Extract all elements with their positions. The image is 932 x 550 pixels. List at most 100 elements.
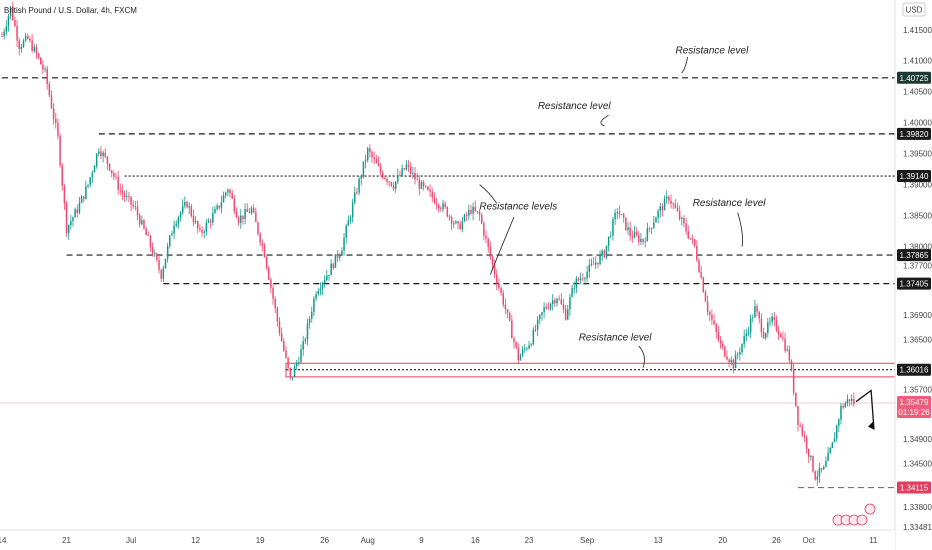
currency-button[interactable]: USD	[902, 2, 926, 17]
candle-body	[644, 241, 646, 243]
candle	[343, 233, 345, 256]
candle	[78, 197, 81, 215]
candle	[739, 347, 741, 361]
candle-body	[743, 335, 745, 344]
candle	[250, 205, 253, 215]
candle	[657, 208, 659, 224]
level-tag-5[interactable]: 1.36016	[897, 363, 931, 376]
candle-body	[392, 185, 395, 189]
candle-body	[536, 319, 539, 330]
candle-body	[311, 311, 313, 319]
candle-body	[605, 245, 608, 258]
candle	[513, 336, 515, 349]
candle-body	[502, 293, 504, 305]
candle-body	[736, 354, 739, 356]
candle	[272, 284, 274, 305]
candle	[459, 220, 461, 231]
candle	[663, 195, 666, 211]
candle	[635, 227, 638, 237]
candle	[3, 28, 5, 40]
candle-body	[582, 278, 584, 280]
candle-body	[797, 405, 799, 425]
level-tag-1[interactable]: 1.39820	[897, 127, 931, 140]
candle-body	[732, 359, 735, 369]
candle-body	[216, 205, 218, 210]
candle-body	[227, 189, 229, 193]
time-tick: Aug	[361, 536, 375, 545]
level-tag-6[interactable]: 1.34115	[897, 481, 931, 494]
candle	[166, 242, 169, 263]
level-tag-3[interactable]: 1.37865	[897, 249, 931, 262]
candle	[379, 162, 382, 176]
candle	[457, 220, 459, 230]
candle	[521, 346, 524, 357]
candle-body	[760, 318, 763, 333]
candle-body	[110, 170, 113, 174]
candle-body	[468, 210, 470, 216]
candle	[767, 318, 769, 338]
candle	[810, 454, 812, 461]
event-icon[interactable]	[864, 503, 876, 515]
candle-body	[758, 311, 760, 319]
candle-body	[721, 343, 724, 347]
candle	[29, 36, 31, 43]
candle	[777, 325, 780, 340]
candle-body	[693, 239, 696, 246]
candle	[431, 187, 433, 203]
candle	[786, 345, 788, 352]
candle-body	[612, 219, 614, 236]
candle-body	[319, 288, 322, 292]
horizontal-levels	[0, 77, 896, 489]
candle	[756, 303, 758, 317]
candle	[704, 289, 707, 302]
candle-body	[526, 348, 528, 350]
candle-body	[274, 298, 276, 309]
level-tag-0[interactable]: 1.40725	[897, 71, 931, 84]
candle	[179, 211, 182, 222]
candle-body	[779, 334, 782, 338]
candle-body	[108, 163, 111, 171]
candle-body	[752, 317, 754, 319]
price-tick: 1.38500	[903, 212, 932, 221]
candle-body	[18, 40, 20, 50]
candle	[508, 311, 511, 322]
level-tag-4[interactable]: 1.37405	[897, 277, 931, 290]
event-icons[interactable]	[832, 503, 876, 526]
candle-body	[283, 341, 285, 351]
price-axis[interactable]: 1.41500 1.41000 1.40500 1.40000 1.39500 1.390…	[894, 0, 932, 550]
candle-body	[173, 225, 175, 234]
candle-body	[622, 214, 625, 218]
candle-body	[767, 322, 769, 334]
event-icon[interactable]	[856, 514, 868, 526]
candle-body	[405, 164, 408, 170]
candle-body	[235, 211, 238, 218]
candle-body	[37, 53, 40, 58]
time-tick: 23	[525, 536, 534, 545]
candle	[192, 209, 195, 227]
candle	[334, 254, 337, 269]
candle	[732, 358, 735, 374]
candle	[263, 242, 266, 258]
candle	[655, 216, 657, 223]
candle	[549, 302, 552, 311]
level-tag-label: 1.39140	[900, 172, 929, 181]
candle-body	[192, 215, 195, 223]
candle	[799, 422, 801, 428]
candle	[472, 202, 474, 221]
candle-body	[98, 151, 100, 154]
candle	[496, 269, 498, 291]
candle-body	[487, 238, 489, 247]
candle-body	[592, 263, 595, 265]
level-tag-2[interactable]: 1.39140	[897, 170, 931, 183]
candle-body	[603, 250, 606, 258]
candle	[842, 403, 844, 410]
candle-body	[46, 68, 48, 85]
time-axis[interactable]: 14 21 Jul 12 19 26 Aug 9 16 23 Sep 13 20 26 Oct 11	[0, 529, 895, 550]
candle	[631, 230, 634, 243]
candle	[702, 276, 705, 293]
candle-body	[425, 186, 427, 187]
candle	[360, 174, 363, 185]
candle	[724, 345, 726, 358]
